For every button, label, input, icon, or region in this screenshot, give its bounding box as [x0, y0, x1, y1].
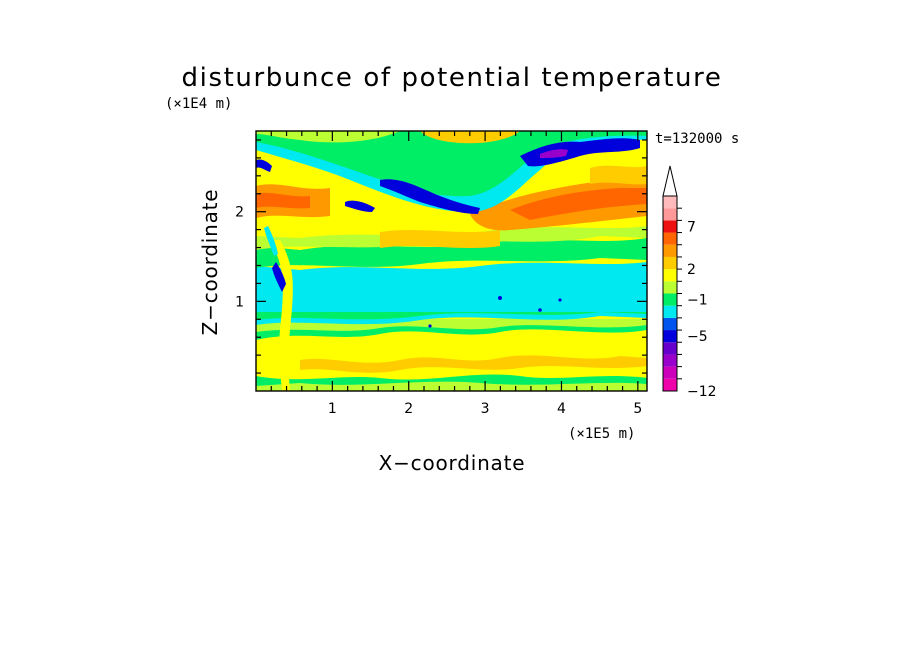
colorbar-swatch	[663, 305, 677, 318]
field-wave-blue	[272, 262, 286, 292]
plot-frame	[255, 130, 648, 392]
x-axis-ticks: 1 2 3 4 5	[270, 131, 642, 417]
colorbar-label: −12	[687, 384, 717, 400]
y-tick-label: 1	[235, 294, 244, 310]
field-blob-orange-mid	[380, 230, 500, 248]
y-axis-ticks: 12	[235, 139, 647, 374]
colorbar-swatch	[663, 317, 677, 331]
colorbar-swatch	[663, 196, 677, 209]
colorbar-swatch	[663, 342, 677, 355]
x-tick-label: 2	[404, 401, 413, 417]
contour-field	[256, 131, 647, 391]
field-band-green-mid	[256, 238, 647, 268]
colorbar-label: −5	[687, 329, 708, 345]
x-tick-label: 1	[328, 401, 337, 417]
plot-area	[256, 131, 647, 391]
field-blob-yellow-right	[590, 165, 647, 185]
field-trough-blue-1	[380, 179, 480, 214]
field-trough-blue-3	[520, 138, 640, 167]
colorbar-swatch	[663, 208, 677, 221]
x-tick-label: 5	[633, 401, 642, 417]
colorbar-extend-arrow	[662, 165, 678, 197]
field-speck-1	[498, 296, 502, 300]
colorbar-label: 2	[687, 262, 696, 278]
field-speck-4	[428, 324, 432, 328]
field-blob-red-left	[256, 192, 310, 209]
colorbar-label: 7	[687, 219, 696, 235]
field-blob-red-right	[510, 188, 647, 220]
field-band-lime-top	[256, 131, 400, 143]
colorbar-swatch	[663, 378, 677, 391]
colorbar-swatch	[663, 220, 677, 233]
colorbar-swatch	[663, 366, 677, 379]
colorbar-label: −1	[687, 293, 708, 309]
colorbar: −12−5−127	[662, 165, 717, 400]
field-band-ground-2	[256, 381, 647, 391]
y-tick-label: 2	[235, 205, 244, 221]
colorbar-swatch	[663, 244, 677, 257]
time-label: t=132000 s	[655, 131, 739, 147]
field-trough-purple	[540, 149, 568, 158]
field-wave-feature	[270, 240, 293, 391]
colorbar-swatch	[663, 354, 677, 367]
x-tick-label: 3	[481, 401, 490, 417]
field-trough-blue-2	[345, 200, 375, 212]
field-blob-yellow-top	[420, 131, 520, 144]
colorbar-swatch	[663, 269, 677, 282]
y-axis-label: Z−coordinate	[198, 189, 222, 336]
field-trough-blue-left	[256, 159, 272, 172]
chart-title: disturbunce of potential temperature	[182, 63, 723, 93]
field-wave-cyan	[264, 226, 278, 256]
colorbar-swatch	[663, 281, 677, 294]
colorbar-swatch	[663, 293, 677, 306]
field-band-green-edge	[256, 312, 647, 320]
colorbar-swatch	[663, 256, 677, 270]
field-band-low-orange	[300, 355, 647, 373]
y-unit-label: (×1E4 m)	[165, 96, 232, 112]
x-unit-label: (×1E5 m)	[568, 426, 635, 442]
field-speck-2	[538, 308, 542, 312]
field-speck-3	[558, 298, 562, 302]
x-axis-label: X−coordinate	[379, 451, 526, 475]
colorbar-swatch	[663, 330, 677, 343]
x-tick-label: 4	[557, 401, 566, 417]
field-band-cyan-main	[256, 262, 647, 325]
colorbar-swatch	[663, 232, 677, 245]
